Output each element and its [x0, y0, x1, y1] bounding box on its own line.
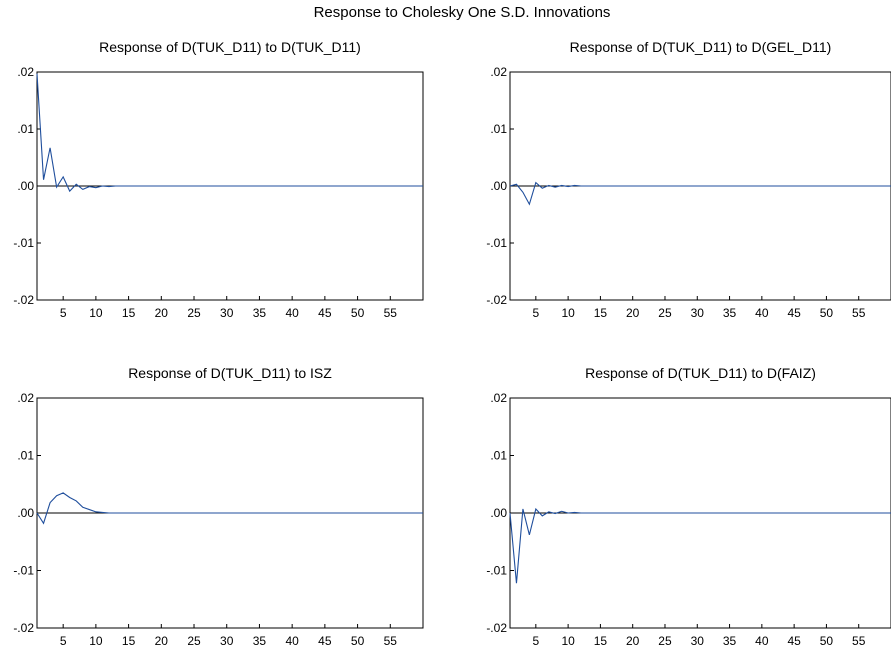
- y-tick-label: .00: [490, 179, 507, 193]
- x-tick-label: 35: [253, 634, 267, 648]
- figure-title: Response to Cholesky One S.D. Innovation…: [314, 4, 611, 21]
- series-line: [36, 73, 423, 193]
- x-tick-label: 30: [220, 306, 234, 320]
- x-tick-label: 5: [60, 634, 67, 648]
- x-tick-label: 35: [723, 634, 737, 648]
- y-tick-label: -.01: [13, 564, 34, 578]
- panel-title: Response of D(TUK_D11) to ISZ: [128, 365, 332, 381]
- x-tick-label: 10: [89, 634, 103, 648]
- y-tick-label: .00: [490, 506, 507, 520]
- chart-panel-1: Response of D(TUK_D11) to D(TUK_D11) .02.…: [13, 39, 424, 320]
- y-tick-label: .02: [490, 65, 507, 79]
- series-line: [509, 181, 891, 206]
- x-tick-label: 55: [852, 634, 866, 648]
- x-tick-label: 5: [532, 634, 539, 648]
- x-tick-label: 45: [318, 306, 332, 320]
- y-tick-label: -.01: [13, 236, 34, 250]
- x-tick-label: 15: [122, 634, 136, 648]
- y-tick-label: .01: [17, 449, 34, 463]
- x-tick-label: 55: [852, 306, 866, 320]
- chart-panel-3: Response of D(TUK_D11) to ISZ .02 .01 .00 -.…: [13, 365, 424, 648]
- x-tick-label: 25: [187, 634, 201, 648]
- x-tick-label: 40: [755, 634, 769, 648]
- y-tick-label: -.02: [13, 621, 34, 635]
- x-tick-label: 20: [155, 634, 169, 648]
- x-tick-label: 25: [658, 306, 672, 320]
- y-tick-label: -.02: [486, 293, 507, 307]
- chart-panel-2: Response of D(TUK_D11) to D(GEL_D11) .02.…: [486, 39, 891, 320]
- x-tick-label: 10: [89, 306, 103, 320]
- x-tick-label: 50: [351, 306, 365, 320]
- x-tick-label: 40: [285, 306, 299, 320]
- x-tick-label: 20: [155, 306, 169, 320]
- x-tick-label: 5: [532, 306, 539, 320]
- x-tick-label: 15: [594, 306, 608, 320]
- x-tick-label: 45: [787, 634, 801, 648]
- y-tick-label: .01: [490, 122, 507, 136]
- y-tick-label: .02: [490, 391, 507, 405]
- y-tick-label: -.02: [13, 293, 34, 307]
- x-tick-label: 40: [285, 634, 299, 648]
- y-tick-label: .01: [490, 449, 507, 463]
- x-tick-label: 35: [723, 306, 737, 320]
- x-tick-label: 35: [253, 306, 267, 320]
- x-tick-label: 20: [626, 306, 640, 320]
- x-tick-label: 10: [561, 306, 575, 320]
- x-tick-label: 55: [384, 306, 398, 320]
- y-tick-label: .00: [17, 179, 34, 193]
- x-tick-label: 50: [351, 634, 365, 648]
- x-tick-label: 30: [220, 634, 234, 648]
- x-tick-label: 45: [318, 634, 332, 648]
- x-tick-label: 30: [691, 306, 705, 320]
- x-tick-label: 50: [820, 634, 834, 648]
- y-tick-label: .01: [17, 122, 34, 136]
- x-tick-label: 40: [755, 306, 769, 320]
- x-tick-label: 55: [384, 634, 398, 648]
- y-tick-label: -.01: [486, 236, 507, 250]
- series-line: [36, 492, 423, 525]
- x-tick-label: 15: [122, 306, 136, 320]
- x-tick-label: 5: [60, 306, 67, 320]
- panels-group: Response of D(TUK_D11) to D(TUK_D11) .02.…: [13, 39, 891, 648]
- x-tick-label: 25: [187, 306, 201, 320]
- y-tick-label: .00: [17, 506, 34, 520]
- x-tick-label: 30: [691, 634, 705, 648]
- series-line: [509, 507, 891, 584]
- x-tick-label: 10: [561, 634, 575, 648]
- x-tick-label: 25: [658, 634, 672, 648]
- x-tick-label: 45: [787, 306, 801, 320]
- x-tick-label: 15: [594, 634, 608, 648]
- panel-title: Response of D(TUK_D11) to D(FAIZ): [585, 365, 816, 381]
- y-tick-label: .02: [17, 391, 34, 405]
- panel-title: Response of D(TUK_D11) to D(TUK_D11): [99, 39, 361, 55]
- chart-panel-4: Response of D(TUK_D11) to D(FAIZ) .02 .01.…: [486, 365, 891, 648]
- y-tick-label: -.02: [486, 621, 507, 635]
- x-tick-label: 50: [820, 306, 834, 320]
- panel-title: Response of D(TUK_D11) to D(GEL_D11): [570, 39, 832, 55]
- x-tick-label: 20: [626, 634, 640, 648]
- y-tick-label: -.01: [486, 564, 507, 578]
- y-tick-label: .02: [17, 65, 34, 79]
